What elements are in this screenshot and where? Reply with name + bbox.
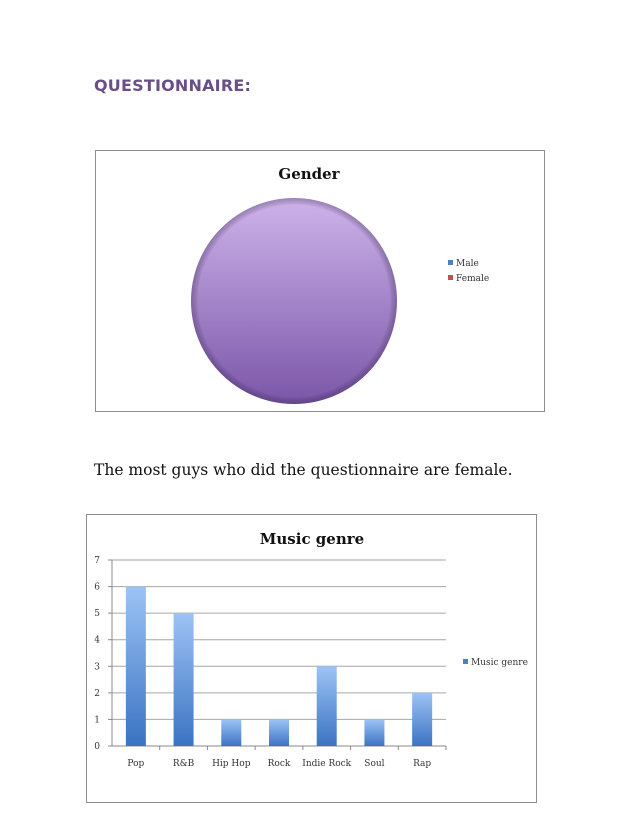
legend-label-music-genre: Music genre xyxy=(471,658,528,668)
x-tick-label: Soul xyxy=(364,759,384,769)
bar-soul xyxy=(364,719,385,746)
y-tick-label: 6 xyxy=(94,583,100,593)
bar-pop xyxy=(125,586,146,746)
bar-rap xyxy=(412,692,433,746)
summary-paragraph: The most guys who did the questionnaire … xyxy=(94,461,513,479)
y-tick-label: 0 xyxy=(94,742,100,752)
gender-pie-chart: Gender Male Female xyxy=(191,165,489,404)
legend-label-male: Male xyxy=(456,259,479,269)
pie-slice-shade xyxy=(191,198,397,404)
y-tick-label: 3 xyxy=(94,662,100,672)
music-genre-chart: Music genre 0 1 2 3 4 5 6 7 Pop R&B Hip Hop Rock Ind… xyxy=(86,514,537,803)
x-tick-label: Hip Hop xyxy=(212,759,251,769)
y-tick-label: 4 xyxy=(94,636,100,646)
legend-swatch-music-genre xyxy=(463,659,468,664)
music-genre-bar-chart: Music genre 0 1 2 3 4 5 6 7 Pop R&B Hip Hop Rock Ind… xyxy=(94,530,528,769)
legend-swatch-female xyxy=(448,275,453,280)
legend-swatch-male xyxy=(448,260,453,265)
bar-rock xyxy=(269,719,289,746)
y-tick-label: 1 xyxy=(94,715,100,725)
music-genre-chart-title: Music genre xyxy=(260,530,364,548)
bar-indie-rock xyxy=(316,666,337,746)
bar-hip-hop xyxy=(221,719,242,746)
y-tick-label: 7 xyxy=(94,556,100,566)
bar-r-b xyxy=(173,613,194,746)
y-tick-label: 5 xyxy=(94,609,100,619)
gender-chart-title: Gender xyxy=(278,165,340,183)
y-tick-label: 2 xyxy=(94,689,100,699)
x-tick-label: Rock xyxy=(268,759,291,769)
x-tick-label: Rap xyxy=(413,759,431,769)
x-tick-label: Pop xyxy=(127,759,144,769)
x-tick-label: R&B xyxy=(173,759,195,769)
page-heading: QUESTIONNAIRE: xyxy=(94,76,252,95)
x-tick-label: Indie Rock xyxy=(302,759,351,769)
legend-label-female: Female xyxy=(456,274,489,284)
gender-chart: Gender Male Female xyxy=(95,150,545,412)
